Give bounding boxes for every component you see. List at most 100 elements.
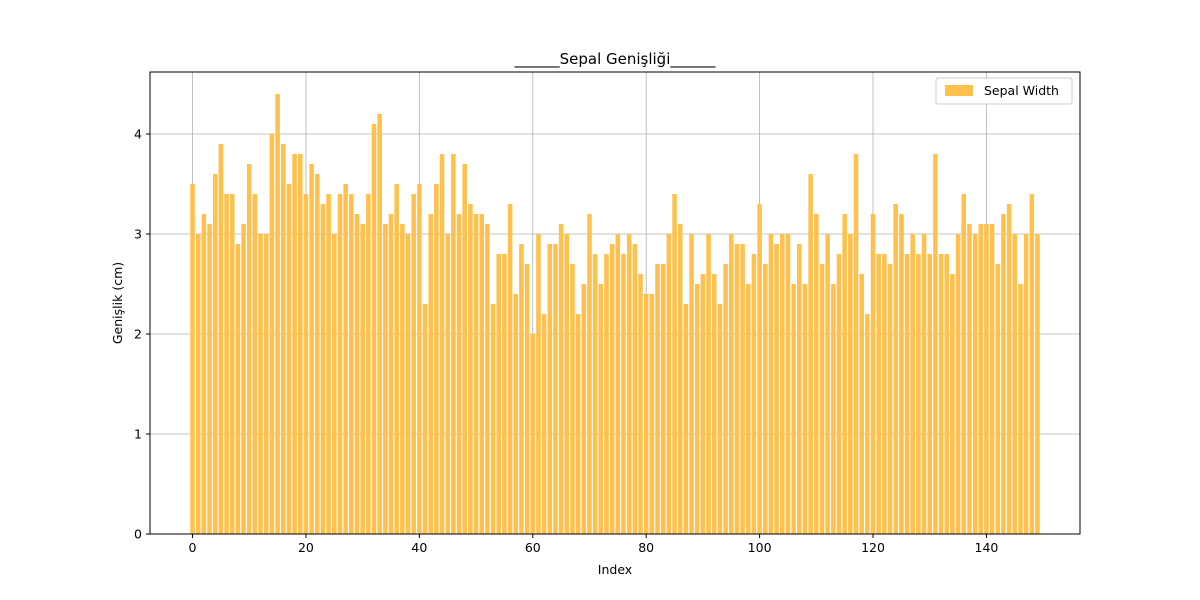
bars [190,94,1040,534]
plot-frame [149,71,1081,535]
bar [865,314,870,534]
bar [547,244,553,534]
x-tick-label: 0 [189,540,197,555]
x-axis-ticks: 0 20 40 60 80 100 120 140 [189,534,999,555]
bar [1012,234,1018,534]
bar [434,184,439,534]
bar [808,174,813,534]
bar [643,294,649,534]
bar [677,224,683,534]
legend-label-sepal-width: Sepal Width [984,83,1059,98]
bar [921,234,927,534]
bar [887,264,893,534]
x-tick-label: 40 [411,540,427,555]
bar [626,234,632,534]
bar [417,184,422,534]
y-tick-label: 2 [134,327,142,342]
bar [740,244,745,534]
bar [706,234,711,534]
bar [326,194,331,534]
bar [950,274,955,534]
bar [366,194,371,534]
bar [592,254,598,534]
bar [763,264,768,534]
bar [587,214,592,534]
bar [570,264,575,534]
y-tick-label: 0 [134,527,142,542]
bar [292,154,297,534]
bar [309,164,314,534]
chart-title: ______Sepal Genişliği______ [514,50,716,69]
bar [207,224,212,534]
bar [955,234,961,534]
bar [961,194,967,534]
bar [411,194,416,534]
bar [598,284,604,534]
bar [400,224,405,534]
bar [893,204,898,534]
bar [984,224,989,534]
bar [462,164,467,534]
bar [814,214,819,534]
bar [473,214,479,534]
bar [989,224,995,534]
bar [524,264,530,534]
bar [428,214,433,534]
bar [717,304,723,534]
bar [604,254,609,534]
bar [632,244,638,534]
bar [1001,214,1006,534]
bar [349,194,354,534]
bar [745,284,751,534]
bar [212,174,218,534]
x-tick-label: 140 [975,540,999,555]
bar [859,274,864,534]
bar [797,244,802,534]
bar [530,334,536,534]
bar [944,254,950,534]
bar [910,234,915,534]
bar [785,234,791,534]
bar [978,224,984,534]
y-tick-label: 3 [134,227,142,242]
bar [870,214,876,534]
bar [723,264,728,534]
bar [405,234,411,534]
x-axis-label: Index [598,562,632,577]
bar [383,224,388,534]
legend-swatch-sepal-width [945,85,973,96]
y-tick-label: 4 [134,127,142,142]
bar [615,234,621,534]
y-tick-label: 1 [134,427,142,442]
bar [621,254,626,534]
bar [224,194,229,534]
bar [609,244,615,534]
bar [638,274,643,534]
bar [757,204,762,534]
bar [1035,234,1040,534]
bar [303,194,309,534]
bar [519,244,524,534]
bar [343,184,348,534]
bar [496,254,502,534]
bar [995,264,1001,534]
y-axis-ticks: 0 1 2 3 4 [134,127,150,542]
bar [275,94,280,534]
bar [683,304,689,534]
bar [1006,204,1012,534]
bar [541,314,547,534]
bar [916,254,921,534]
bar [263,234,269,534]
bar [768,234,774,534]
bar [848,234,853,534]
bar [490,304,496,534]
bar [734,244,740,534]
bar [371,124,377,534]
bar [967,224,972,534]
bar [819,264,825,534]
bar [660,264,666,534]
bar [751,254,757,534]
bar [933,154,938,534]
bar [241,224,246,534]
bar [190,184,195,534]
